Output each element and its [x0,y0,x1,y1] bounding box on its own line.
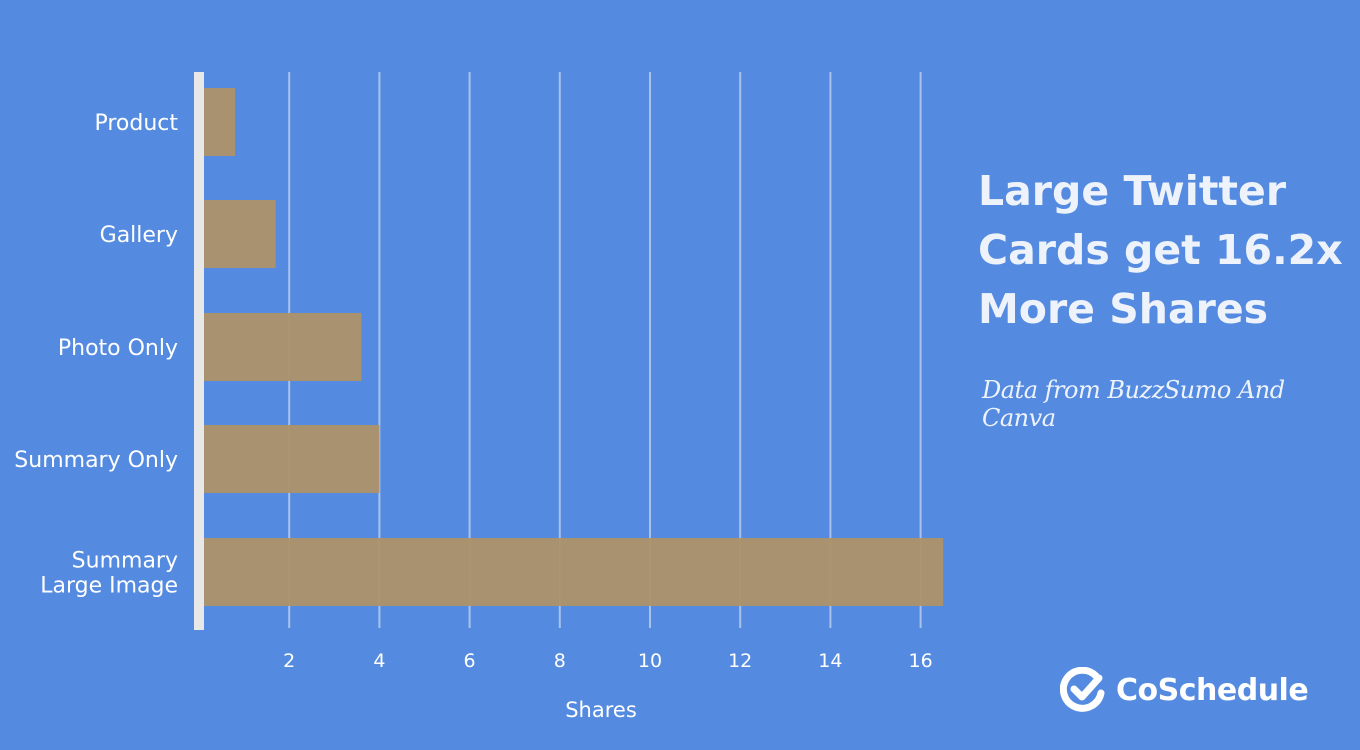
headline: Large Twitter Cards get 16.2x More Share… [978,162,1348,339]
headline-line-1: Large Twitter [978,167,1287,215]
bar [204,200,276,268]
x-tick-label: 4 [373,650,385,672]
coschedule-logo: CoSchedule [1060,666,1309,714]
category-label: Product [94,111,178,136]
bar-chart: 2 4 6 8 10 12 14 16 Product Gallery Photo Only Summ… [14,72,944,722]
category-label: Summary Large Image [40,549,178,599]
category-label: Summary Only [14,448,178,473]
bar [204,313,362,381]
x-tick-label: 6 [464,650,476,672]
x-tick-label: 2 [283,650,295,672]
x-tick-label: 16 [909,650,933,672]
bar [204,538,944,606]
y-axis-line [194,72,204,630]
headline-line-3: More Shares [978,285,1269,333]
bar [204,425,380,493]
x-tick-label: 10 [638,650,662,672]
brand-name: CoSchedule [1116,672,1309,708]
bar [204,88,236,156]
x-axis-title: Shares [565,698,637,722]
x-tick-label: 8 [554,650,566,672]
checkmark-circle-icon [1060,667,1105,712]
category-label: Gallery [100,223,178,248]
data-source-subtitle: Data from BuzzSumo And Canva [982,376,1285,432]
x-tick-label: 12 [728,650,752,672]
x-tick-label: 14 [818,650,842,672]
category-label: Photo Only [58,336,178,361]
headline-line-2: Cards get 16.2x [978,226,1343,274]
